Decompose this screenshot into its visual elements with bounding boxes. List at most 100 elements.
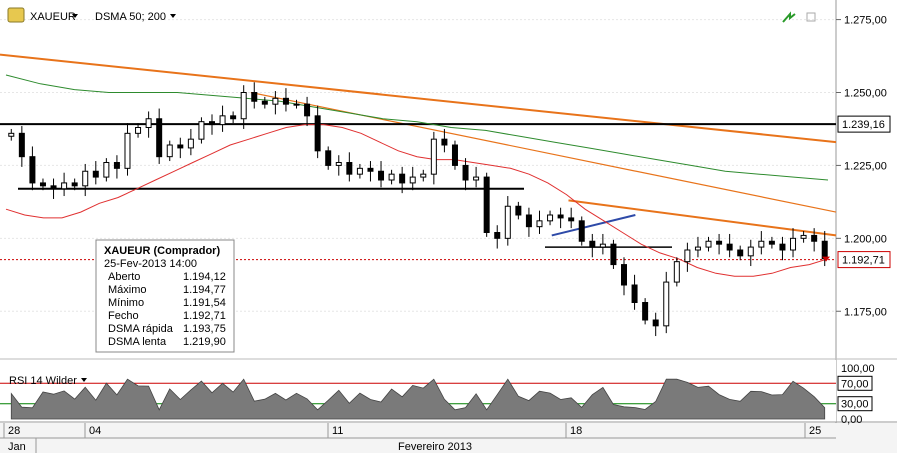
candle-body [61, 182, 68, 190]
candle-body [663, 281, 670, 327]
x-tick-label: 18 [570, 425, 582, 437]
y-tick-label: 1.250,00 [844, 88, 887, 100]
info-box: XAUEUR (Comprador) 25-Fev-2013 14:00 Abe… [95, 239, 235, 353]
rsi-tick-label: 70,00 [841, 378, 869, 390]
candle-body [230, 115, 237, 120]
candle-body [504, 205, 511, 239]
candle-body [652, 319, 659, 327]
last-price-arrow-icon [822, 256, 830, 262]
y-tick-label: 1.275,00 [844, 15, 887, 27]
x-month-label: Fevereiro 2013 [398, 441, 472, 453]
trend-up-icon[interactable] [782, 11, 796, 23]
candle-body [621, 264, 627, 286]
candle-body [684, 249, 691, 263]
candle-body [790, 237, 797, 251]
candle-body [145, 118, 152, 128]
price-mark-box [837, 115, 891, 133]
candle-body [800, 234, 807, 239]
candle-body [156, 118, 163, 158]
candle-body [420, 173, 427, 178]
candle-body [50, 185, 57, 190]
candle-body [758, 240, 765, 248]
trend-line-resistance-upper[interactable] [0, 53, 837, 144]
candle-body [673, 261, 680, 283]
candle-body [716, 240, 723, 245]
rsi-level-box [837, 396, 873, 412]
candle-body [610, 243, 617, 266]
x-month-label: Jan [8, 441, 26, 453]
symbol-label[interactable]: XAUEUR [30, 11, 76, 23]
price-mark-label: 1.239,16 [842, 119, 885, 131]
info-row-value: 1.219,90 [183, 336, 226, 348]
candle-body [367, 167, 374, 172]
x-axis: 28 04 11 18 25 Jan Fevereiro 2013 [3, 423, 821, 453]
candle-body [399, 173, 406, 184]
candle-body [462, 164, 469, 181]
info-row-label: Fecho [108, 310, 139, 322]
y-axis: 1.275,00 1.250,00 1.225,00 1.200,00 1.175,00… [836, 15, 891, 318]
info-box-frame [95, 239, 235, 353]
price-mark-label: 1.192,71 [842, 255, 885, 267]
candle-body [747, 246, 754, 257]
candle-body [124, 132, 131, 169]
rsi-level-box [837, 375, 873, 391]
candle-body [166, 144, 173, 158]
info-title: XAUEUR (Comprador) [104, 245, 220, 257]
candles [8, 82, 830, 337]
candle-body [737, 249, 744, 257]
rsi-label[interactable]: RSI 14 Wilder [9, 375, 77, 387]
moving-averages [5, 74, 829, 277]
info-datetime: 25-Fev-2013 14:00 [104, 258, 197, 270]
candle-body [494, 232, 501, 239]
candle-body [515, 205, 522, 216]
symbol-chevron-icon[interactable] [72, 14, 78, 18]
candle-body [346, 162, 353, 175]
candle-body [293, 103, 300, 106]
maximize-icon[interactable] [806, 12, 816, 22]
candle-body [71, 182, 78, 187]
candle-body [92, 170, 99, 178]
candle-body [547, 214, 554, 222]
info-row-label: Máximo [108, 284, 147, 296]
candle-body [29, 156, 36, 184]
pencil-icon[interactable] [7, 7, 25, 23]
info-row-label: DSMA rápida [108, 323, 174, 335]
chevron-down-icon[interactable] [170, 14, 176, 18]
info-row-value: 1.191,54 [183, 297, 226, 309]
candle-body [409, 176, 416, 184]
rsi-tick-label: 30,00 [841, 399, 869, 411]
rsi-tick-label: 100,00 [841, 363, 875, 375]
candle-body [821, 240, 828, 260]
info-row-value: 1.192,71 [183, 310, 226, 322]
candle-body [8, 132, 15, 137]
candle-body [536, 220, 543, 228]
candle-body [219, 115, 226, 126]
trend-line-channel-base[interactable] [551, 214, 636, 237]
trend-line-channel-top[interactable] [568, 199, 837, 237]
y-tick-label: 1.175,00 [844, 306, 887, 318]
candle-body [726, 243, 733, 251]
candle-body [261, 100, 268, 105]
candle-body [451, 144, 458, 166]
candle-body [705, 240, 712, 248]
candle-body [631, 284, 638, 303]
candle-body [282, 97, 289, 105]
slow-dsma-line [5, 74, 829, 181]
candle-body [198, 121, 205, 140]
candle-body [642, 302, 649, 321]
x-tick-label: 28 [8, 425, 20, 437]
candle-body [599, 243, 606, 248]
x-tick-label: 11 [332, 425, 343, 437]
candle-body [356, 167, 363, 175]
candle-body [779, 243, 786, 251]
price-mark-box [837, 251, 891, 269]
x-tick-label: 25 [809, 425, 821, 437]
candle-body [525, 214, 532, 228]
candle-body [272, 97, 279, 105]
indicator-label[interactable]: DSMA 50; 200 [95, 11, 166, 23]
candle-body [177, 144, 184, 149]
rsi-chevron-icon[interactable] [81, 378, 87, 382]
candle-body [473, 176, 480, 181]
candle-body [694, 246, 701, 251]
